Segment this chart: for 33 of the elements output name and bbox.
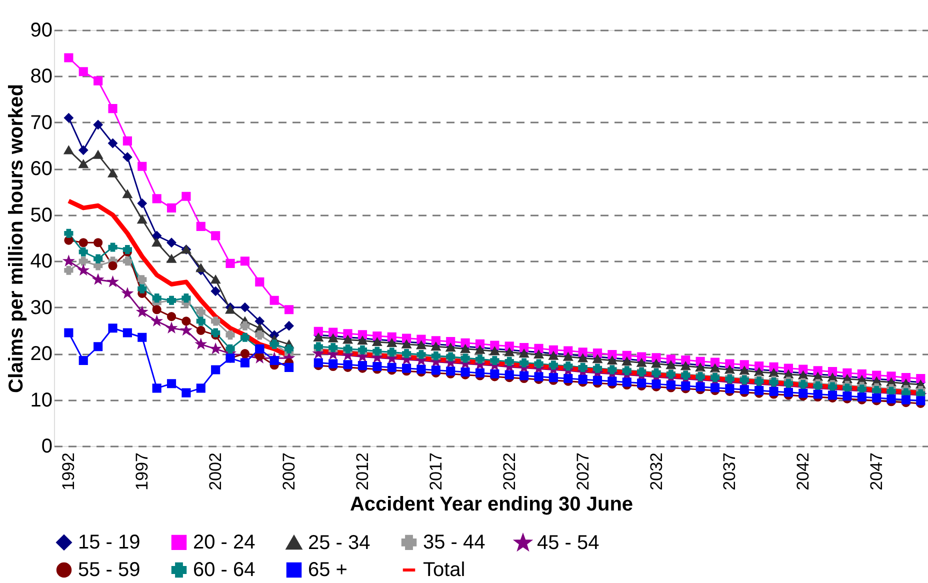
y-axis-title: Claims per million hours worked: [5, 84, 28, 393]
y-tick-label: 60: [30, 158, 52, 180]
x-tick-label: 2047: [867, 452, 886, 490]
y-tick-label: 50: [30, 204, 52, 226]
legend-label: 20 - 24: [193, 531, 256, 554]
x-tick-label: 1997: [132, 452, 152, 490]
x-tick-label: 2032: [646, 452, 666, 490]
x-tick-label: 2012: [352, 452, 372, 490]
legend-label: 55 - 59: [78, 559, 140, 581]
y-tick-label: 0: [41, 436, 52, 458]
y-tick-label: 20: [30, 343, 52, 366]
legend-label: 35 - 44: [423, 531, 486, 554]
legend-label: 25 - 34: [308, 532, 370, 554]
y-tick-label: 90: [30, 20, 52, 42]
x-tick-label: 2042: [794, 452, 813, 490]
x-tick-label: 2027: [573, 452, 592, 490]
x-tick-label: 2002: [206, 452, 226, 490]
legend-label: 15 - 19: [78, 531, 140, 554]
x-tick-label: 2037: [720, 452, 740, 490]
x-tick-label: 2017: [426, 452, 446, 490]
x-tick-label: 2022: [500, 452, 519, 490]
y-tick-label: 30: [30, 296, 52, 319]
x-axis-title: Accident Year ending 30 June: [350, 493, 634, 516]
y-tick-label: 10: [30, 389, 52, 412]
y-tick-label: 70: [30, 112, 52, 134]
y-tick-label: 80: [30, 66, 52, 88]
x-tick-label: 1992: [59, 452, 78, 490]
y-tick-label: 40: [30, 250, 52, 273]
legend-label: 45 - 54: [537, 532, 600, 554]
legend-label: 65 +: [308, 559, 348, 581]
legend-label: Total: [423, 559, 466, 581]
legend-label: 60 - 64: [193, 559, 256, 581]
x-tick-label: 2007: [280, 452, 299, 490]
